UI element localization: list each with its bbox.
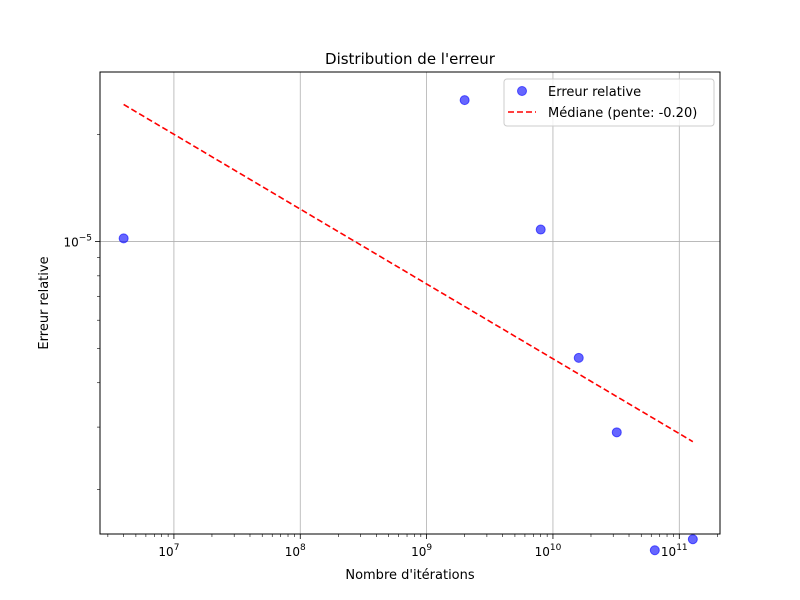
scatter-point bbox=[459, 95, 470, 106]
scatter-point bbox=[118, 233, 129, 244]
legend-box bbox=[503, 78, 715, 127]
scatter-point bbox=[687, 534, 698, 545]
y-axis-label: Erreur relative bbox=[37, 256, 52, 349]
scatter-point bbox=[573, 352, 584, 363]
median-line bbox=[123, 103, 694, 443]
x-tick-label: 1011 bbox=[661, 543, 688, 559]
scatter-point bbox=[535, 224, 546, 235]
scatter-point bbox=[649, 545, 660, 556]
legend: Erreur relative Médiane (pente: -0.20) bbox=[503, 78, 715, 127]
legend-label-median: Médiane (pente: -0.20) bbox=[548, 106, 697, 121]
legend-label-scatter: Erreur relative bbox=[548, 85, 641, 100]
median-line-layer bbox=[123, 103, 694, 443]
legend-scatter-marker bbox=[517, 86, 527, 96]
y-tick-label: 10−5 bbox=[63, 233, 92, 249]
grid-layer bbox=[100, 72, 720, 534]
scatter-point bbox=[611, 427, 622, 438]
scatter-points-layer bbox=[118, 95, 698, 556]
x-tick-label: 1010 bbox=[535, 543, 562, 559]
ticks-layer: 107 108 109 1010 1011 10−5 bbox=[63, 134, 718, 559]
x-axis-label: Nombre d'itérations bbox=[345, 568, 475, 583]
x-tick-label: 109 bbox=[411, 543, 432, 559]
chart-title: Distribution de l'erreur bbox=[325, 50, 496, 68]
x-tick-label: 107 bbox=[158, 543, 179, 559]
x-tick-label: 108 bbox=[285, 543, 306, 559]
plot-area-frame bbox=[99, 71, 721, 535]
